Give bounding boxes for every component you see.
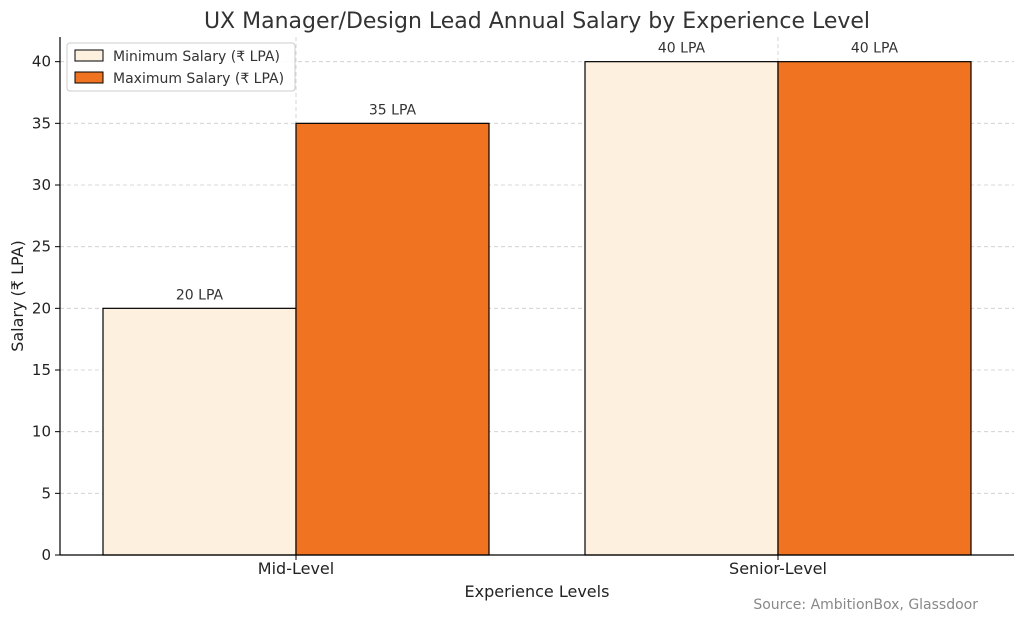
chart-title: UX Manager/Design Lead Annual Salary by … (204, 9, 870, 34)
legend: Minimum Salary (₹ LPA) Maximum Salary (₹… (66, 42, 296, 92)
source-note: Source: AmbitionBox, Glassdoor (753, 597, 978, 613)
y-axis-label: Salary (₹ LPA) (8, 240, 27, 352)
legend-frame (66, 42, 296, 92)
bar-minimum-senior-level (584, 61, 779, 556)
data-label: 20 LPA (176, 287, 224, 303)
y-tick-label: 25 (32, 238, 51, 256)
data-labels: 20 LPA 40 LPA 35 LPA 40 LPA (176, 41, 899, 304)
data-label: 40 LPA (851, 41, 899, 57)
y-tick-label: 35 (32, 114, 51, 132)
y-tick-label: 10 (32, 423, 51, 441)
y-tick-label: 30 (32, 176, 51, 194)
x-tick-label: Mid-Level (258, 559, 334, 578)
y-tick-label: 20 (32, 299, 51, 317)
tick-labels: 0 5 10 15 20 25 30 35 40 Mid-Level Senior-Level (32, 53, 827, 578)
bar-maximum-senior-level (777, 61, 972, 556)
y-tick-label: 15 (32, 361, 51, 379)
legend-label-minimum: Minimum Salary (₹ LPA) (113, 49, 280, 65)
y-tick-label: 5 (41, 484, 51, 502)
data-label: 40 LPA (658, 41, 706, 57)
x-axis-label: Experience Levels (465, 582, 610, 601)
y-tick-label: 0 (41, 546, 51, 564)
x-tick-label: Senior-Level (729, 559, 827, 578)
bar-minimum-mid-level (102, 307, 297, 556)
legend-label-maximum: Maximum Salary (₹ LPA) (113, 71, 284, 87)
y-tick-label: 40 (32, 53, 51, 71)
legend-swatch-maximum (74, 71, 104, 84)
data-label: 35 LPA (369, 102, 417, 118)
bar-maximum-mid-level (295, 122, 490, 556)
legend-swatch-minimum (74, 49, 104, 62)
bars (102, 61, 972, 556)
